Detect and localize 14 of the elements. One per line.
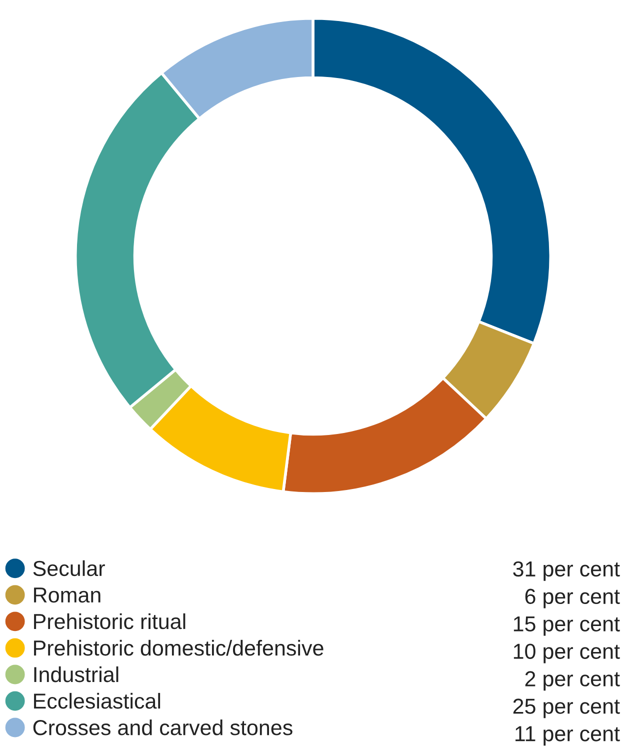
- data-label: 31 per cent: [513, 561, 620, 581]
- data-label: 11 per cent: [516, 726, 620, 746]
- data-label: 6 per cent: [525, 588, 620, 608]
- legend-label: Roman: [34, 588, 100, 603]
- data-label: 2 per cent: [525, 671, 620, 691]
- data-label: 10 per cent: [514, 644, 620, 664]
- legend-label: Prehistoric ritual: [34, 613, 186, 630]
- data-label: 15 per cent: [514, 616, 620, 636]
- data-label: 25 per cent: [513, 698, 620, 718]
- legend-label: Prehistoric domestic/defensive: [34, 640, 324, 656]
- legend-label: Crosses and carved stones: [33, 719, 292, 736]
- legend-label: Secular: [33, 560, 105, 576]
- legend-label: Industrial: [34, 666, 118, 682]
- legend-label: Ecclesiastical: [34, 692, 160, 709]
